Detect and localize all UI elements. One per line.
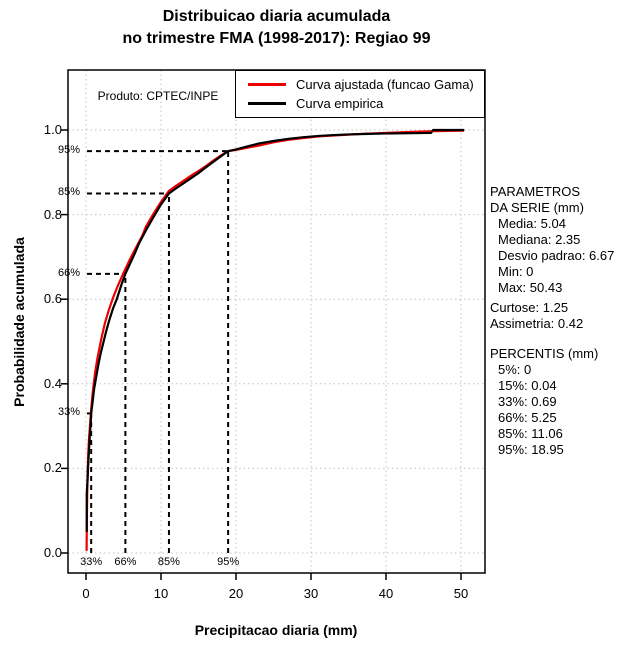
x-tick-label: 30 — [303, 586, 319, 601]
side-panel-group: PERCENTIS (mm) 5%: 0 15%: 0.04 33%: 0.69 66%… — [490, 346, 640, 458]
y-tick-label: 0.2 — [43, 460, 62, 476]
y-axis-title: Probabilidade acumulada — [11, 237, 27, 407]
legend-item-empirical: Curva empirica — [236, 94, 484, 113]
side-panel-line: PARAMETROS — [490, 184, 581, 199]
percentile-label-bottom: 85% — [157, 556, 180, 568]
side-panel-group: Curtose: 1.25 Assimetria: 0.42 — [490, 300, 640, 332]
y-tick-label: 0.0 — [43, 545, 62, 560]
percentile-label-bottom: 66% — [114, 556, 137, 568]
legend-swatch-empirical — [248, 102, 286, 105]
percentile-label-bottom: 33% — [80, 556, 103, 568]
percentile-label-left: 95% — [57, 144, 81, 157]
side-panel-group: PARAMETROS DA SERIE (mm) Media: 5.04 Median… — [490, 184, 640, 296]
product-label: Produto: CPTEC/INPE — [97, 89, 219, 103]
side-panel-line: Mediana: 2.35 — [498, 232, 581, 247]
x-tick-label: 10 — [153, 586, 169, 601]
x-tick-label: 0 — [82, 586, 90, 601]
y-tick-label: 1.0 — [43, 122, 62, 137]
x-tick-label: 50 — [453, 586, 469, 601]
legend-label-empirical: Curva empirica — [296, 96, 384, 111]
percentile-label-left: 85% — [57, 186, 81, 199]
side-panel-line: 66%: 5.25 — [498, 410, 557, 425]
plot-area — [61, 69, 486, 580]
x-tick-label: 40 — [378, 586, 394, 601]
side-panel-line: DA SERIE (mm) — [490, 200, 584, 215]
side-panel-line: 85%: 11.06 — [498, 426, 563, 441]
legend-label-fitted: Curva ajustada (funcao Gama) — [296, 77, 474, 92]
side-panel-line: Desvio padrao: 6.67 — [498, 248, 615, 263]
side-panel-line: Assimetria: 0.42 — [490, 316, 584, 331]
side-panel-line: 33%: 0.69 — [498, 394, 557, 409]
legend-swatch-fitted — [248, 83, 286, 86]
y-tick-label: 0.4 — [43, 375, 62, 391]
plot-box — [67, 69, 486, 574]
side-panel-line: Curtose: 1.25 — [490, 300, 569, 315]
legend-item-fitted: Curva ajustada (funcao Gama) — [236, 75, 484, 94]
percentile-label-left: 33% — [57, 406, 81, 419]
y-tick-label: 0.6 — [43, 291, 62, 307]
side-panel-line: 5%: 0 — [498, 362, 532, 377]
chart-title-line1: Distribuicao diaria acumulada — [162, 8, 391, 25]
y-tick-label: 0.8 — [43, 206, 62, 222]
side-panel-line: PERCENTIS (mm) — [490, 346, 599, 361]
percentile-label-bottom: 95% — [217, 556, 240, 568]
percentile-label-left: 66% — [57, 266, 81, 279]
x-axis-title: Precipitacao diaria (mm) — [194, 622, 358, 638]
side-panel-line: Max: 50.43 — [498, 280, 563, 295]
side-panel-line: 15%: 0.04 — [498, 378, 557, 393]
empirical-curve — [85, 128, 465, 532]
legend-box: Curva ajustada (funcao Gama) Curva empir… — [235, 70, 485, 118]
x-tick-label: 20 — [228, 586, 244, 601]
side-panel-line: Min: 0 — [498, 264, 534, 279]
side-panel-line: 95%: 18.95 — [498, 442, 564, 457]
side-panel-line: Media: 5.04 — [498, 216, 566, 231]
chart-title-line2: no trimestre FMA (1998-2017): Regiao 99 — [122, 30, 431, 47]
